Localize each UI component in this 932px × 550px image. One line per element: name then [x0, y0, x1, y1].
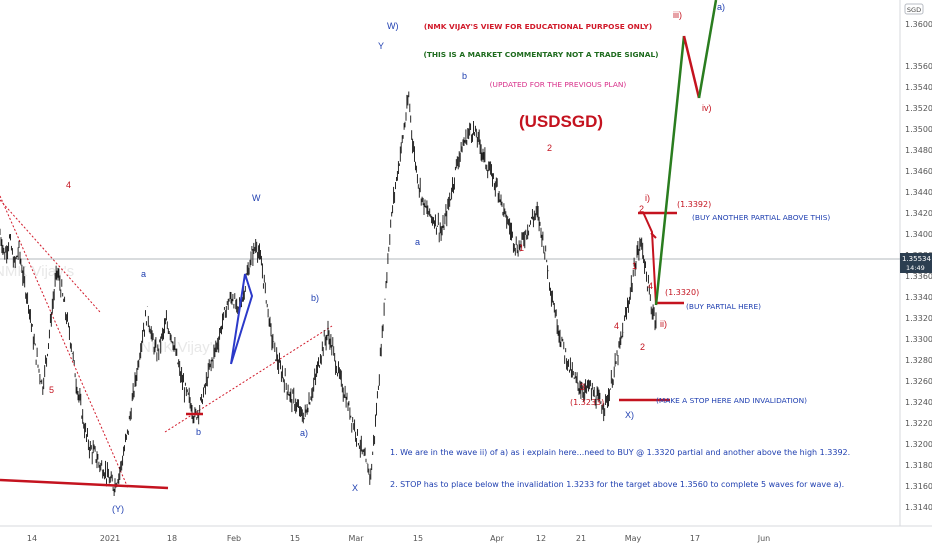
wave-label-2c-red: 2: [640, 342, 645, 352]
header-note-3: (UPDATED FOR THE PREVIOUS PLAN): [490, 80, 627, 89]
x-tick-label: 15: [413, 534, 423, 543]
wave-label-i-red: i): [645, 193, 650, 203]
level-note-1: (BUY ANOTHER PARTIAL ABOVE THIS): [692, 213, 830, 222]
wave-label-2b-red: 2: [639, 204, 644, 214]
y-tick-label: 1.32800: [905, 356, 932, 365]
y-tick-label: 1.32200: [905, 419, 932, 428]
x-tick-label: 17: [690, 534, 700, 543]
level-label-2: (1.3320): [665, 288, 699, 297]
y-tick-label: 1.31600: [905, 482, 932, 491]
wave-label-X2-blue: X): [625, 410, 634, 420]
x-tick-label: 2021: [100, 534, 120, 543]
currency-badge: [904, 3, 924, 15]
wave-label-a4-blue: a): [717, 2, 725, 12]
level-label-1: (1.3392): [677, 200, 711, 209]
y-tick-label: 1.35000: [905, 125, 932, 134]
wave-label-5-red: 5: [49, 385, 54, 395]
y-tick-label: 1.32400: [905, 398, 932, 407]
commentary-line-1: 1. We are in the wave ii) of a) as i exp…: [390, 448, 850, 457]
watermark-left: NMK Vijay's: [0, 263, 74, 280]
wave-label-Y3-blue: (Y): [112, 504, 124, 514]
x-tick-label: 15: [290, 534, 300, 543]
x-tick-label: Jun: [757, 534, 771, 543]
x-tick-label: May: [625, 534, 642, 543]
y-tick-label: 1.33400: [905, 293, 932, 302]
projection-wave-iii: [654, 35, 686, 306]
wave-label-2-red: 2: [547, 143, 552, 153]
wave-labels: 4 a W W) Y b a b) a) b X (Y) X) a) 5 2 1…: [49, 2, 725, 514]
watermark: NMK Vijay's: [140, 339, 220, 356]
y-tick-label: 1.34800: [905, 146, 932, 155]
wave-label-1-red: 1: [519, 243, 524, 253]
header-note-1: (NMK VIJAY'S VIEW FOR EDUCATIONAL PURPOS…: [424, 22, 652, 31]
countdown-value: 14:49: [906, 264, 925, 272]
wave-label-4-red: 4: [66, 180, 71, 190]
x-tick-label: 18: [167, 534, 177, 543]
projection-wave-iv: [682, 35, 701, 99]
header-note-2: (THIS IS A MARKET COMMENTARY NOT A TRADE…: [423, 50, 658, 59]
wave-label-1b-red: 1: [632, 261, 637, 271]
currency-badge-label: SGD: [907, 6, 921, 14]
y-tick-label: 1.34000: [905, 230, 932, 239]
x-tick-label: Feb: [227, 534, 241, 543]
price-axis[interactable]: 1.36000 1.35600 1.35400 1.35200 1.35000 1.348…: [905, 20, 932, 512]
last-price-tag: [900, 253, 932, 273]
price-bars: [0, 91, 657, 496]
blue-wedge: [230, 273, 254, 365]
channel-line-lower-left: [0, 195, 129, 489]
y-tick-label: 1.35200: [905, 104, 932, 113]
chart-title: (USDSGD): [519, 112, 603, 131]
y-tick-label: 1.33000: [905, 335, 932, 344]
y-tick-label: 1.34400: [905, 188, 932, 197]
y-tick-label: 1.32600: [905, 377, 932, 386]
x-tick-label: 14: [27, 534, 37, 543]
wave-label-ii-red: ii): [660, 319, 667, 329]
x-tick-label: 21: [576, 534, 586, 543]
wave-label-X-blue: X: [352, 483, 358, 493]
last-price-value: 1.35534: [902, 255, 931, 263]
projection-wave-v: [697, 0, 718, 99]
y-tick-label: 1.33600: [905, 272, 932, 281]
wave-label-Y-blue: Y: [378, 41, 384, 51]
y-tick-label: 1.36000: [905, 20, 932, 29]
x-tick-label: Mar: [348, 534, 364, 543]
wave-label-b-blue: b: [462, 71, 467, 81]
wave-label-W-blue: W: [252, 193, 261, 203]
wave-label-b4-blue: b: [196, 427, 201, 437]
y-tick-label: 1.31800: [905, 461, 932, 470]
level-note-2: (BUY PARTIAL HERE): [686, 302, 761, 311]
x-tick-label: Apr: [490, 534, 505, 543]
wave-label-4c-red: 4: [648, 281, 653, 291]
wave-label-W2-blue: W): [387, 21, 399, 31]
y-tick-label: 1.31400: [905, 503, 932, 512]
support-line: [0, 478, 169, 490]
y-tick-label: 1.34600: [905, 167, 932, 176]
y-tick-label: 1.35400: [905, 83, 932, 92]
wave-label-3-red: 3: [580, 382, 585, 392]
x-tick-label: 12: [536, 534, 546, 543]
wave-label-a-blue: a: [141, 269, 146, 279]
wave-label-iii-red: iii): [673, 10, 682, 20]
y-tick-label: 1.35600: [905, 62, 932, 71]
time-axis[interactable]: 14 2021 18 Feb 15 Mar 15 Apr 12 21 May 17 Jun: [27, 534, 770, 543]
y-tick-label: 1.34200: [905, 209, 932, 218]
commentary-line-2: 2. STOP has to place below the invalidat…: [390, 480, 844, 489]
wave-label-iv-red: iv): [702, 103, 712, 113]
wave-ii-projection: [642, 211, 657, 306]
level-label-3: (1.3233): [570, 398, 604, 407]
y-tick-label: 1.32000: [905, 440, 932, 449]
y-tick-label: 1.33200: [905, 314, 932, 323]
channel-line-upper-left: [0, 199, 101, 313]
wave-ii-tick: [650, 232, 657, 239]
wave-label-b3-blue: b): [311, 293, 319, 303]
level-note-3: (MAKE A STOP HERE AND INVALIDATION): [656, 396, 807, 405]
wave-label-4b-red: 4: [614, 321, 619, 331]
wave-label-a3-blue: a): [300, 428, 308, 438]
wave-label-a2-blue: a: [415, 237, 420, 247]
